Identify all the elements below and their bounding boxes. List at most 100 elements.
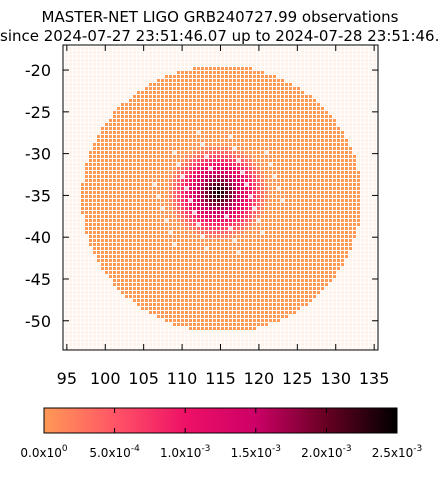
heatmap-cell [229,291,232,294]
heatmap-cell [373,187,376,190]
heatmap-cell [193,131,196,134]
heatmap-cell [313,131,316,134]
heatmap-cell [321,99,324,102]
heatmap-cell [157,51,160,54]
heatmap-cell [313,239,316,242]
heatmap-cell [129,271,132,274]
heatmap-cell [357,219,360,222]
heatmap-cell [65,79,68,82]
heatmap-cell [369,107,372,110]
heatmap-cell [317,195,320,198]
heatmap-cell [237,183,240,186]
heatmap-cell [289,243,292,246]
heatmap-cell [269,55,272,58]
heatmap-cell [81,291,84,294]
heatmap-cell [133,295,136,298]
heatmap-cell [193,147,196,150]
heatmap-cell [125,283,128,286]
heatmap-cell [261,119,264,122]
heatmap-cell [321,283,324,286]
heatmap-cell [113,279,116,282]
heatmap-cell [285,131,288,134]
heatmap-cell [249,299,252,302]
heatmap-cell [349,275,352,278]
heatmap-cell [245,207,248,210]
heatmap-cell [173,255,176,258]
heatmap-cell [301,111,304,114]
heatmap-cell [181,147,184,150]
heatmap-cell [125,127,128,130]
heatmap-cell [157,67,160,70]
heatmap-cell [201,203,204,206]
heatmap-cell [277,131,280,134]
heatmap-cell [249,215,252,218]
heatmap-cell [205,87,208,90]
heatmap-cell [229,175,232,178]
heatmap-cell [365,131,368,134]
heatmap-cell [177,55,180,58]
heatmap-cell [305,131,308,134]
heatmap-cell [365,295,368,298]
heatmap-cell [265,171,268,174]
heatmap-cell [89,135,92,138]
heatmap-cell [185,187,188,190]
heatmap-cell [277,139,280,142]
heatmap-cell [261,287,264,290]
heatmap-cell [189,111,192,114]
heatmap-cell [149,299,152,302]
heatmap-cell [81,47,84,50]
heatmap-cell [249,123,252,126]
heatmap-cell [161,247,164,250]
heatmap-cell [177,151,180,154]
heatmap-cell [101,63,104,66]
heatmap-cell [165,59,168,62]
heatmap-cell [157,207,160,210]
heatmap-cell [113,87,116,90]
heatmap-cell [101,291,104,294]
heatmap-cell [77,263,80,266]
heatmap-cell [341,235,344,238]
heatmap-cell [289,91,292,94]
heatmap-cell [293,127,296,130]
heatmap-cell [117,251,120,254]
heatmap-cell [361,295,364,298]
heatmap-cell [289,47,292,50]
heatmap-cell [325,67,328,70]
heatmap-cell [317,295,320,298]
heatmap-cell [117,199,120,202]
heatmap-cell [353,155,356,158]
heatmap-cell [153,187,156,190]
heatmap-cell [373,275,376,278]
heatmap-cell [97,231,100,234]
heatmap-cell [369,179,372,182]
heatmap-cell [241,139,244,142]
heatmap-cell [273,299,276,302]
heatmap-cell [229,59,232,62]
heatmap-cell [177,111,180,114]
heatmap-cell [277,147,280,150]
heatmap-cell [305,99,308,102]
heatmap-cell [169,175,172,178]
heatmap-cell [89,295,92,298]
heatmap-cell [301,191,304,194]
heatmap-cell [93,247,96,250]
heatmap-cell [209,291,212,294]
heatmap-cell [145,131,148,134]
heatmap-cell [77,287,80,290]
heatmap-cell [121,295,124,298]
heatmap-cell [349,91,352,94]
heatmap-cell [109,71,112,74]
heatmap-cell [229,259,232,262]
heatmap-cell [325,111,328,114]
heatmap-cell [313,119,316,122]
heatmap-cell [89,75,92,78]
heatmap-cell [353,51,356,54]
heatmap-cell [209,263,212,266]
heatmap-cell [69,271,72,274]
heatmap-cell [241,295,244,298]
heatmap-cell [121,207,124,210]
heatmap-cell [77,55,80,58]
heatmap-cell [353,235,356,238]
heatmap-cell [145,171,148,174]
heatmap-cell [101,263,104,266]
